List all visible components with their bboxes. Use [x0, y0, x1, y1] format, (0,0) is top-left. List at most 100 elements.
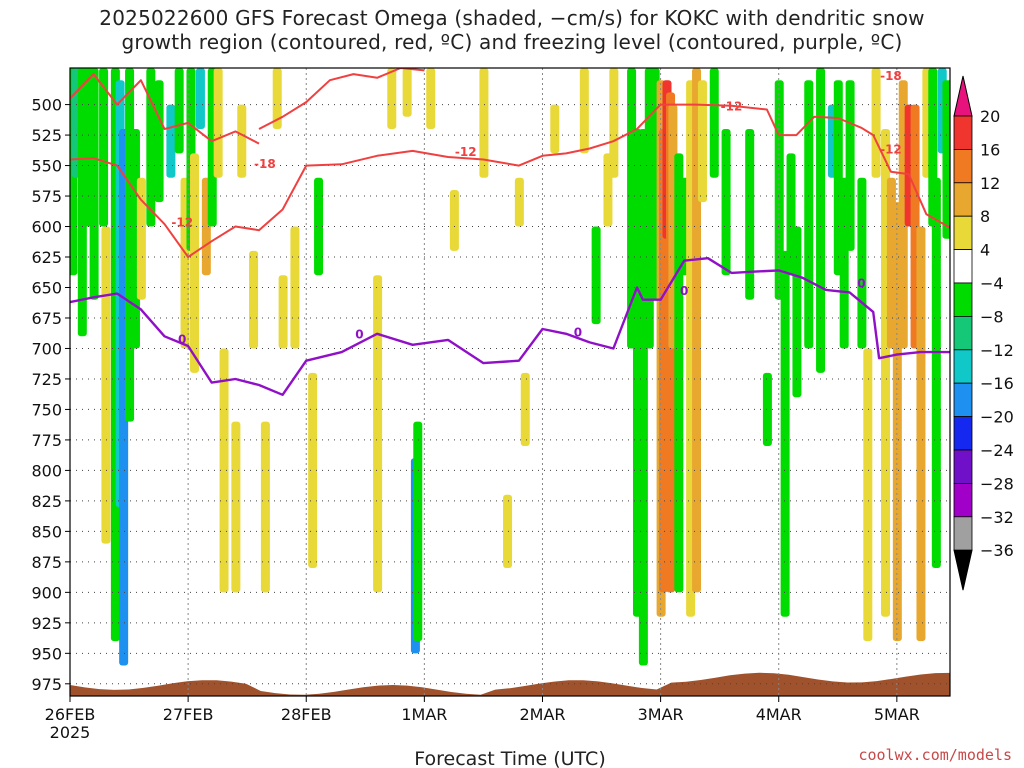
colorbar-legend: 20 16 12 8 4 −4 −8 −12 −16 −20 −24 −28 −32 −36 [953, 75, 1014, 591]
freezing-contour-label: 0 [574, 325, 582, 339]
omega-shade-streak [745, 128, 755, 300]
colorbar-label: −8 [980, 307, 1004, 326]
colorbar-box [953, 215, 973, 250]
freezing-level-line [70, 257, 950, 396]
omega-shade-streak [314, 177, 324, 276]
omega-shade-streak [101, 226, 111, 544]
dendritic-contour-line [70, 73, 260, 145]
omega-shade-streak [762, 372, 772, 447]
y-tick-label: 600 [31, 218, 62, 237]
omega-shade-streak [231, 421, 241, 593]
omega-shade-streak [550, 104, 560, 154]
x-tick-label: 3MAR [638, 705, 684, 724]
omega-shade-streak [721, 128, 731, 276]
colorbar-label: 16 [980, 140, 1000, 159]
omega-shade-streak [154, 80, 164, 203]
omega-shade-streak [89, 68, 99, 300]
y-tick-label: 575 [31, 187, 62, 206]
omega-shade-streak [697, 80, 707, 203]
credit-label: coolwx.com/models [858, 746, 1012, 764]
plot-frame [69, 67, 951, 697]
colorbar-top-arrow [953, 75, 973, 117]
x-year-label: 2025 [50, 723, 91, 742]
y-tick-label: 875 [31, 553, 62, 572]
omega-shade-streak [514, 177, 524, 227]
omega-shade-streak [479, 68, 489, 178]
y-tick-label: 700 [31, 339, 62, 358]
time-axis: 26FEB 27FEB 28FEB 1MAR 2MAR 3MAR 4MAR 5MAR [45, 696, 920, 724]
colorbar-label: −32 [980, 508, 1014, 527]
colorbar-bottom-arrow [953, 549, 973, 591]
omega-shade-streak [373, 275, 383, 593]
colorbar-label: −28 [980, 474, 1014, 493]
terrain-fill [70, 672, 950, 696]
omega-shade-streak [237, 104, 247, 178]
y-tick-label: 725 [31, 370, 62, 389]
colorbar-box [953, 349, 973, 384]
terrain-area [70, 672, 950, 696]
colorbar-label: 8 [980, 207, 990, 226]
colorbar-label: −24 [980, 441, 1014, 460]
omega-shade-streak [780, 250, 790, 617]
omega-shade-streak [591, 226, 601, 325]
colorbar-box [953, 148, 973, 184]
dendritic-contour-label: -18 [254, 157, 276, 171]
dendritic-contour-line [70, 103, 950, 258]
chart-title-line-2: growth region (contoured, red, ºC) and f… [121, 30, 903, 54]
chart-title-line-1: 2025022600 GFS Forecast Omega (shaded, −… [99, 6, 925, 30]
omega-shade-streak [449, 189, 459, 251]
y-tick-label: 675 [31, 309, 62, 328]
omega-shade-streak [709, 68, 719, 178]
colorbar-box [953, 516, 973, 551]
colorbar-label: −20 [980, 408, 1014, 427]
y-tick-label: 925 [31, 614, 62, 633]
colorbar-box [953, 182, 973, 217]
colorbar-box [953, 449, 973, 484]
pressure-axis: 500 525 550 575 600 625 650 675 700 725 750 775 800 8… [31, 96, 70, 694]
colorbar-label: 12 [980, 174, 1000, 193]
omega-shade-streak [931, 177, 941, 568]
omega-shade-streak [174, 68, 184, 154]
y-tick-label: 975 [31, 675, 62, 694]
chart-title: 2025022600 GFS Forecast Omega (shaded, −… [0, 6, 1024, 54]
y-tick-label: 800 [31, 461, 62, 480]
x-tick-label: 5MAR [874, 705, 920, 724]
omega-shade-streak [402, 68, 412, 117]
freezing-contour-label: 0 [355, 328, 363, 342]
colorbar-box [953, 282, 973, 317]
colorbar-label: −16 [980, 374, 1014, 393]
x-tick-label: 26FEB [45, 705, 96, 724]
dendritic-contour-label: -12 [880, 142, 902, 156]
omega-shade-streak [503, 494, 513, 568]
colorbar-box [953, 315, 973, 351]
omega-shade-streak [278, 275, 288, 349]
dendritic-contour-label: -12 [171, 216, 193, 230]
dendritic-contour-label: -12 [721, 100, 743, 114]
omega-shade-streak [579, 68, 589, 154]
colorbar-box [953, 416, 973, 451]
colorbar-label: 4 [980, 241, 990, 260]
contour-lines: -18 -12 -12 -12 -18 -12 0 0 0 0 0 [70, 68, 950, 396]
omega-shade-streak [387, 68, 397, 129]
colorbar-box [953, 382, 973, 418]
x-tick-label: 1MAR [401, 705, 447, 724]
colorbar-label: 20 [980, 107, 1000, 126]
colorbar-box [953, 249, 973, 284]
omega-shade-streak [308, 372, 318, 568]
x-tick-label: 28FEB [281, 705, 332, 724]
y-tick-label: 775 [31, 431, 62, 450]
omega-shade-streak [658, 128, 668, 593]
omega-shade-streak [249, 250, 259, 349]
dendritic-contour-label: -12 [455, 145, 477, 159]
omega-shade-streak [272, 68, 282, 129]
omega-shade-streak [942, 80, 950, 239]
omega-shade-streak [99, 68, 109, 227]
x-tick-label: 4MAR [756, 705, 802, 724]
omega-shade-streak [871, 68, 881, 178]
y-tick-label: 900 [31, 583, 62, 602]
freezing-contour-label: 0 [178, 333, 186, 347]
omega-shade-streak [190, 153, 200, 373]
colorbar-label: −12 [980, 341, 1014, 360]
omega-shade-streak [146, 68, 156, 227]
y-tick-label: 625 [31, 248, 62, 267]
